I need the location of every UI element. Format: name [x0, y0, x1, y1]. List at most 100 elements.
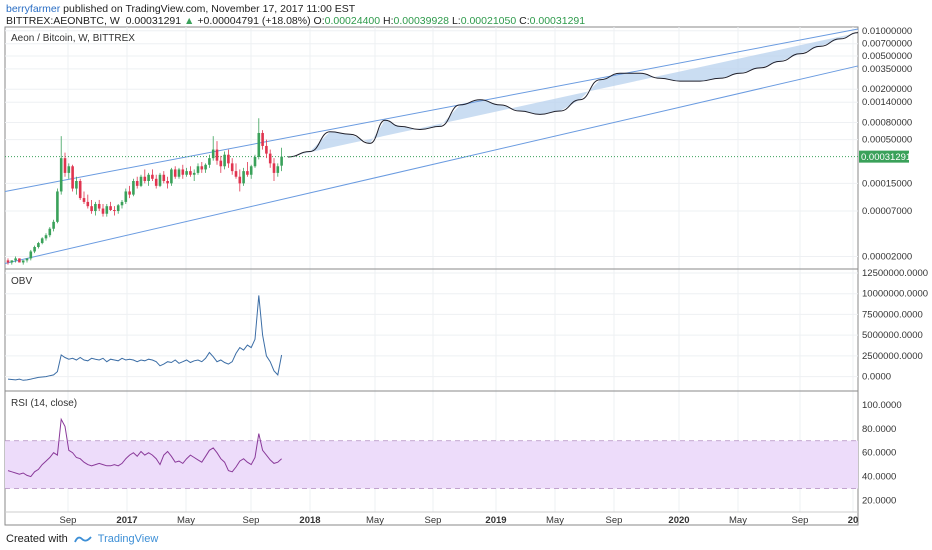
x-tick-label: May — [729, 515, 747, 526]
low-value: 0.00021050 — [460, 15, 517, 27]
projection-shaded-area — [288, 32, 858, 157]
candle-body — [78, 181, 82, 199]
candle-body — [128, 191, 131, 195]
candle-body — [204, 164, 207, 170]
price-tick-label: 0.00140000 — [862, 97, 912, 108]
price-tick-label: 0.00050000 — [862, 135, 912, 146]
candle-body — [246, 171, 249, 175]
candle-body — [56, 191, 59, 222]
publish-text: published on TradingView.com, November 1… — [60, 3, 356, 15]
candle-body — [6, 260, 10, 263]
projection-path — [287, 32, 859, 158]
candle-body — [230, 163, 234, 172]
candle-body — [185, 171, 188, 175]
rsi-line — [7, 417, 282, 478]
open-value: 0.00024400 — [324, 15, 381, 27]
candle-body — [124, 191, 128, 202]
candle-body — [75, 181, 78, 189]
candle-body — [101, 208, 105, 214]
candle-body — [268, 153, 272, 164]
rsi-tick-label: 60.0000 — [862, 448, 896, 459]
candle-body — [166, 181, 169, 184]
x-tick-label: 2018 — [299, 515, 320, 526]
publish-info: berryfarmer published on TradingView.com… — [6, 3, 355, 15]
candle-body — [276, 166, 280, 173]
candle-body — [162, 174, 166, 182]
created-with-label: Created with — [6, 533, 68, 545]
last-price-badge — [859, 150, 909, 163]
obv-tick-label: 10000000.0000 — [862, 289, 928, 300]
candle-body — [257, 132, 261, 157]
obv-line — [7, 295, 283, 381]
candle-body — [139, 176, 143, 186]
candle-body — [40, 238, 44, 244]
candle-body — [116, 205, 120, 212]
candle-body — [181, 169, 185, 175]
candle-body — [120, 201, 124, 206]
obv-pane-title: OBV — [11, 276, 32, 287]
candle-body — [265, 145, 268, 154]
candle-body — [52, 221, 55, 229]
close-label: C: — [519, 15, 530, 27]
open-label: O: — [313, 15, 325, 27]
author-link[interactable]: berryfarmer — [6, 3, 61, 15]
candle-body — [242, 171, 245, 184]
candle-body — [151, 174, 154, 179]
obv-tick-label: 7500000.0000 — [862, 309, 923, 320]
candle-body — [132, 181, 135, 195]
candle-body — [48, 228, 52, 236]
tradingview-brand[interactable]: TradingView — [97, 533, 159, 545]
candle-body — [71, 166, 74, 189]
x-tick-label: May — [177, 515, 195, 526]
candle-body — [219, 160, 223, 167]
obv-tick-label: 5000000.0000 — [862, 330, 923, 341]
candle-body — [238, 176, 242, 184]
candle-body — [135, 181, 139, 186]
x-tick-label: Sep — [425, 515, 442, 526]
price-tick-label: 0.00015000 — [862, 178, 912, 189]
axes: Sep 2017 May Sep 2018 May Sep 2019 May Sep 2020 May… — [60, 26, 929, 526]
candle-body — [44, 235, 48, 239]
price-tick-label: 0.00080000 — [862, 118, 912, 129]
x-tick-label: 2019 — [485, 515, 506, 526]
price-tick-label: 0.00700000 — [862, 39, 912, 50]
candle-body — [63, 158, 67, 173]
candle-body — [143, 176, 147, 182]
candle-body — [147, 174, 150, 182]
price-change: +0.00004791 (+18.08%) — [197, 15, 311, 27]
price-tick-label: 0.00350000 — [862, 64, 912, 75]
candle-body — [170, 169, 173, 184]
candle-body — [261, 132, 264, 146]
price-tick-label: 0.00500000 — [862, 51, 912, 62]
obv-tick-label: 0.0000 — [862, 372, 891, 383]
obv-pane — [7, 295, 283, 381]
price-tick-label: 0.00007000 — [862, 206, 912, 217]
x-tick-label: Sep — [606, 515, 623, 526]
channel-upper-line — [4, 28, 859, 192]
rsi-tick-label: 40.0000 — [862, 472, 896, 483]
candle-body — [253, 156, 257, 167]
rsi-tick-label: 80.0000 — [862, 424, 896, 435]
high-label: H: — [383, 15, 394, 27]
candle-body — [208, 158, 211, 165]
tradingview-logo-icon — [73, 536, 92, 543]
candle-body — [18, 258, 21, 263]
candle-body — [177, 169, 181, 177]
price-pane — [4, 28, 859, 265]
candle-body — [234, 171, 238, 177]
price-tick-label: 0.01000000 — [862, 26, 912, 37]
x-tick-label: 20 — [848, 515, 859, 526]
last-price-badge-label: 0.00031291 — [861, 152, 911, 163]
low-label: L: — [451, 15, 461, 27]
candle-body — [227, 154, 230, 164]
price-pane-title: Aeon / Bitcoin, W, BITTREX — [11, 33, 135, 44]
rsi-pane — [5, 417, 858, 489]
candle-body — [249, 166, 253, 175]
symbol-label: BITTREX:AEONBTC, W — [6, 15, 120, 27]
rsi-pane-title: RSI (14, close) — [11, 398, 77, 409]
chart-canvas[interactable]: Sep 2017 May Sep 2018 May Sep 2019 May Sep 2020 May… — [0, 0, 932, 530]
rsi-tick-label: 100.0000 — [862, 400, 902, 411]
rsi-tick-label: 20.0000 — [862, 495, 896, 506]
x-tick-label: Sep — [243, 515, 260, 526]
candle-body — [25, 258, 29, 261]
